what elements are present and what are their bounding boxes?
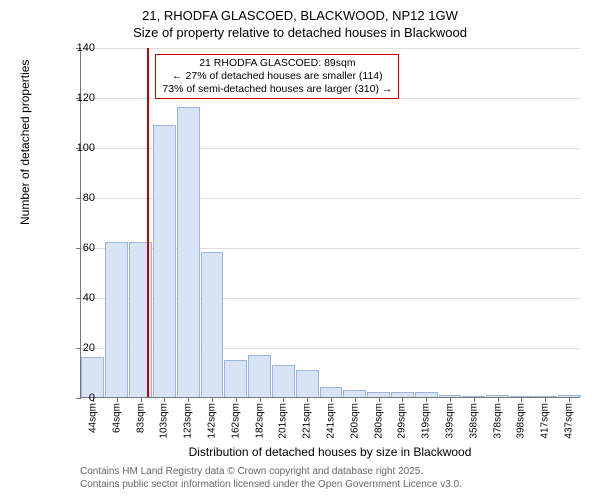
xtick-mark: [450, 397, 451, 402]
xtick-mark: [545, 397, 546, 402]
xtick-mark: [569, 397, 570, 402]
xtick-label: 162sqm: [230, 403, 241, 439]
ytick-label: 140: [77, 42, 95, 54]
histogram-bar: [320, 387, 343, 397]
histogram-bar: [105, 242, 128, 397]
ytick-mark: [76, 348, 81, 349]
chart-title-desc: Size of property relative to detached ho…: [0, 25, 600, 40]
xtick-mark: [164, 397, 165, 402]
histogram-bar: [343, 390, 366, 398]
xtick-mark: [283, 397, 284, 402]
ytick-label: 20: [83, 342, 95, 354]
xtick-label: 437sqm: [564, 403, 575, 439]
histogram-bar: [81, 357, 104, 397]
footnote-2: Contains public sector information licen…: [80, 479, 462, 490]
xtick-mark: [331, 397, 332, 402]
histogram-bar: [177, 107, 200, 397]
xtick-mark: [402, 397, 403, 402]
xtick-label: 201sqm: [278, 403, 289, 439]
chart-title-address: 21, RHODFA GLASCOED, BLACKWOOD, NP12 1GW: [0, 8, 600, 23]
y-axis-label: Number of detached properties: [18, 60, 32, 225]
ytick-mark: [76, 298, 81, 299]
xtick-mark: [355, 397, 356, 402]
xtick-label: 103sqm: [159, 403, 170, 439]
ytick-mark: [76, 398, 81, 399]
x-axis-label: Distribution of detached houses by size …: [80, 445, 580, 459]
callout-line: 73% of semi-detached houses are larger (…: [162, 83, 392, 96]
ytick-mark: [76, 248, 81, 249]
callout-line: 21 RHODFA GLASCOED: 89sqm: [162, 57, 392, 70]
xtick-label: 221sqm: [302, 403, 313, 439]
ytick-label: 0: [89, 392, 95, 404]
plot-area: 44sqm64sqm83sqm103sqm123sqm142sqm162sqm1…: [80, 48, 580, 398]
histogram-bar: [248, 355, 271, 398]
xtick-mark: [141, 397, 142, 402]
histogram-bar: [201, 252, 224, 397]
xtick-label: 182sqm: [254, 403, 265, 439]
ytick-label: 60: [83, 242, 95, 254]
xtick-mark: [212, 397, 213, 402]
xtick-label: 280sqm: [373, 403, 384, 439]
xtick-mark: [117, 397, 118, 402]
histogram-bar: [272, 365, 295, 398]
ytick-label: 120: [77, 92, 95, 104]
callout-box: 21 RHODFA GLASCOED: 89sqm← 27% of detach…: [155, 54, 399, 99]
histogram-chart: 21, RHODFA GLASCOED, BLACKWOOD, NP12 1GW…: [0, 0, 600, 500]
xtick-label: 417sqm: [540, 403, 551, 439]
ytick-mark: [76, 198, 81, 199]
xtick-label: 142sqm: [206, 403, 217, 439]
xtick-label: 83sqm: [135, 403, 146, 433]
xtick-label: 241sqm: [326, 403, 337, 439]
xtick-label: 299sqm: [397, 403, 408, 439]
xtick-mark: [260, 397, 261, 402]
histogram-bar: [153, 125, 176, 398]
xtick-mark: [188, 397, 189, 402]
xtick-mark: [474, 397, 475, 402]
ytick-label: 40: [83, 292, 95, 304]
xtick-label: 339sqm: [445, 403, 456, 439]
histogram-bar: [296, 370, 319, 398]
xtick-mark: [426, 397, 427, 402]
gridline: [81, 48, 580, 49]
xtick-label: 260sqm: [349, 403, 360, 439]
ytick-label: 80: [83, 192, 95, 204]
xtick-mark: [498, 397, 499, 402]
xtick-label: 378sqm: [492, 403, 503, 439]
property-marker-line: [147, 48, 149, 397]
xtick-label: 319sqm: [421, 403, 432, 439]
xtick-label: 358sqm: [468, 403, 479, 439]
xtick-label: 44sqm: [87, 403, 98, 433]
callout-line: ← 27% of detached houses are smaller (11…: [162, 70, 392, 83]
histogram-bar: [224, 360, 247, 398]
xtick-mark: [521, 397, 522, 402]
xtick-label: 123sqm: [183, 403, 194, 439]
xtick-mark: [307, 397, 308, 402]
xtick-mark: [379, 397, 380, 402]
footnote-1: Contains HM Land Registry data © Crown c…: [80, 466, 423, 477]
xtick-label: 64sqm: [111, 403, 122, 433]
xtick-label: 398sqm: [516, 403, 527, 439]
ytick-label: 100: [77, 142, 95, 154]
xtick-mark: [236, 397, 237, 402]
